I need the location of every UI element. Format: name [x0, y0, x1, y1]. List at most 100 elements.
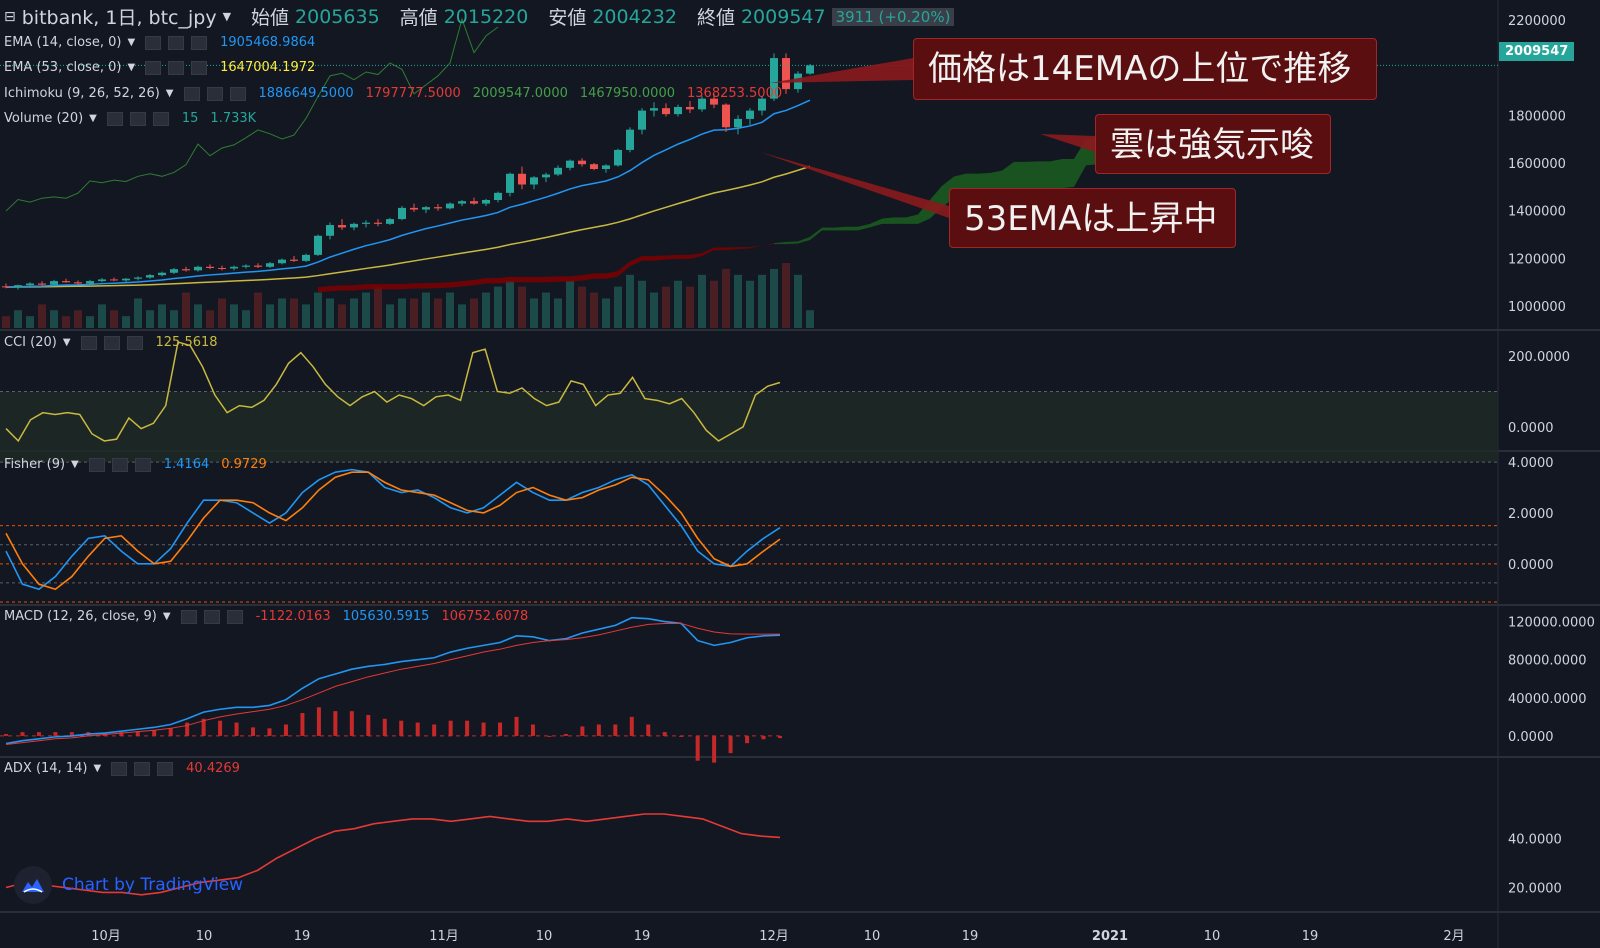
chevron-down-icon[interactable]: ▼: [71, 459, 79, 470]
symbol-name[interactable]: bitbank, 1日, btc_jpy: [21, 7, 217, 29]
volume-bar: [14, 310, 22, 328]
candle-body: [146, 275, 154, 278]
ichimoku-cloud: [474, 278, 486, 286]
volume-bar: [314, 292, 322, 328]
ichimoku-cloud: [390, 284, 402, 290]
close-icon[interactable]: [191, 35, 208, 50]
settings-icon[interactable]: [103, 335, 120, 350]
tradingview-attribution[interactable]: Chart by TradingView: [14, 866, 243, 904]
volume-bar: [134, 298, 142, 328]
candle-body: [326, 225, 334, 236]
legend-volume[interactable]: Volume (20) ▼ 15 1.733K: [4, 111, 256, 126]
visibility-icon[interactable]: [180, 609, 197, 624]
chevron-down-icon[interactable]: ▼: [222, 10, 232, 23]
volume-bar: [626, 274, 634, 328]
collapse-icon[interactable]: ⊟: [4, 8, 16, 25]
settings-icon[interactable]: [134, 761, 151, 776]
legend-name[interactable]: EMA (53, close, 0): [4, 60, 122, 75]
ichimoku-cloud: [1014, 161, 1026, 190]
candle-body: [650, 108, 658, 111]
ichimoku-cloud: [654, 255, 666, 261]
legend-name[interactable]: MACD (12, 26, close, 9): [4, 609, 157, 624]
volume-bar: [194, 304, 202, 328]
ichimoku-cloud: [342, 285, 354, 291]
chevron-down-icon[interactable]: ▼: [162, 611, 171, 622]
legend-ema14[interactable]: EMA (14, close, 0) ▼ 1905468.9864: [4, 35, 315, 50]
visibility-icon[interactable]: [111, 761, 128, 776]
visibility-icon[interactable]: [145, 60, 162, 75]
legend-fisher[interactable]: Fisher (9) ▼ 1.4164 0.9729: [4, 457, 267, 472]
chevron-down-icon[interactable]: ▼: [93, 763, 102, 774]
settings-icon[interactable]: [203, 609, 220, 624]
visibility-icon[interactable]: [106, 111, 123, 126]
macd-histogram-bar: [382, 718, 387, 736]
chevron-down-icon[interactable]: ▼: [127, 37, 136, 48]
candle-body: [686, 106, 694, 110]
ichimoku-cloud: [774, 241, 786, 245]
ichimoku-cloud: [1050, 158, 1062, 189]
close-icon[interactable]: [152, 111, 169, 126]
legend-name[interactable]: Fisher (9): [4, 457, 66, 472]
visibility-icon[interactable]: [183, 86, 200, 101]
volume-bar: [278, 298, 286, 328]
chevron-down-icon[interactable]: ▼: [89, 113, 97, 124]
volume-bar: [350, 298, 358, 328]
legend-ichimoku[interactable]: Ichimoku (9, 26, 52, 26) ▼ 1886649.5000 179…: [4, 86, 782, 101]
cci-axis-tick: 0.0000: [1508, 421, 1554, 436]
close-icon[interactable]: [191, 60, 208, 75]
close-icon[interactable]: [134, 457, 151, 472]
settings-icon[interactable]: [168, 60, 185, 75]
legend-ema53[interactable]: EMA (53, close, 0) ▼ 1647004.1972: [4, 60, 315, 75]
candle-body: [362, 222, 370, 224]
legend-name[interactable]: Volume (20): [4, 111, 84, 126]
chevron-down-icon[interactable]: ▼: [165, 88, 174, 99]
legend-value: 105630.5915: [342, 609, 430, 624]
close-icon[interactable]: [126, 335, 143, 350]
legend-name[interactable]: ADX (14, 14): [4, 761, 88, 776]
legend-adx[interactable]: ADX (14, 14) ▼ 40.4269: [4, 761, 240, 776]
close-icon[interactable]: [157, 761, 174, 776]
low-label: 安値: [548, 7, 587, 29]
candle-body: [758, 98, 766, 111]
legend-value: 15: [181, 111, 199, 126]
candle-body: [806, 65, 814, 74]
volume-bar: [50, 310, 58, 328]
volume-bar: [434, 298, 442, 328]
attribution-text[interactable]: Chart by TradingView: [62, 875, 244, 895]
settings-icon[interactable]: [168, 35, 185, 50]
volume-bar: [266, 304, 274, 328]
settings-icon[interactable]: [111, 457, 128, 472]
candle-body: [170, 269, 178, 273]
callout-price-above-14ema: 価格は14EMAの上位で推移: [913, 38, 1377, 100]
chevron-down-icon[interactable]: ▼: [127, 62, 136, 73]
legend-name[interactable]: Ichimoku (9, 26, 52, 26): [4, 86, 160, 101]
legend-name[interactable]: EMA (14, close, 0): [4, 35, 122, 50]
macd-histogram-bar: [662, 732, 667, 736]
volume-bar: [326, 298, 334, 328]
symbol-title[interactable]: ⊟ bitbank, 1日, btc_jpy ▼ 始値 2005635 高値 201…: [4, 3, 955, 30]
volume-bar: [362, 292, 370, 328]
macd-histogram-bar: [596, 724, 601, 736]
volume-bar: [482, 292, 490, 328]
settings-icon[interactable]: [206, 86, 223, 101]
macd-histogram-bar: [218, 720, 223, 736]
close-icon[interactable]: [226, 609, 243, 624]
settings-icon[interactable]: [129, 111, 146, 126]
ichimoku-lagging-span: [5, 17, 499, 212]
ichimoku-cloud: [750, 245, 762, 249]
chevron-down-icon[interactable]: ▼: [62, 337, 71, 348]
macd-histogram-bar: [168, 728, 173, 736]
close-icon[interactable]: [229, 86, 246, 101]
time-axis-label: 10: [1204, 929, 1221, 944]
high-label: 高値: [399, 7, 438, 29]
legend-name[interactable]: CCI (20): [4, 335, 57, 350]
visibility-icon[interactable]: [145, 35, 162, 50]
candle-body: [734, 118, 742, 128]
legend-cci[interactable]: CCI (20) ▼ 125.5618: [4, 335, 218, 350]
time-axis-label: 19: [634, 929, 651, 944]
visibility-icon[interactable]: [88, 457, 105, 472]
legend-macd[interactable]: MACD (12, 26, close, 9) ▼ -1122.0163 105630…: [4, 609, 528, 624]
visibility-icon[interactable]: [80, 335, 97, 350]
ichimoku-cloud: [786, 241, 798, 245]
